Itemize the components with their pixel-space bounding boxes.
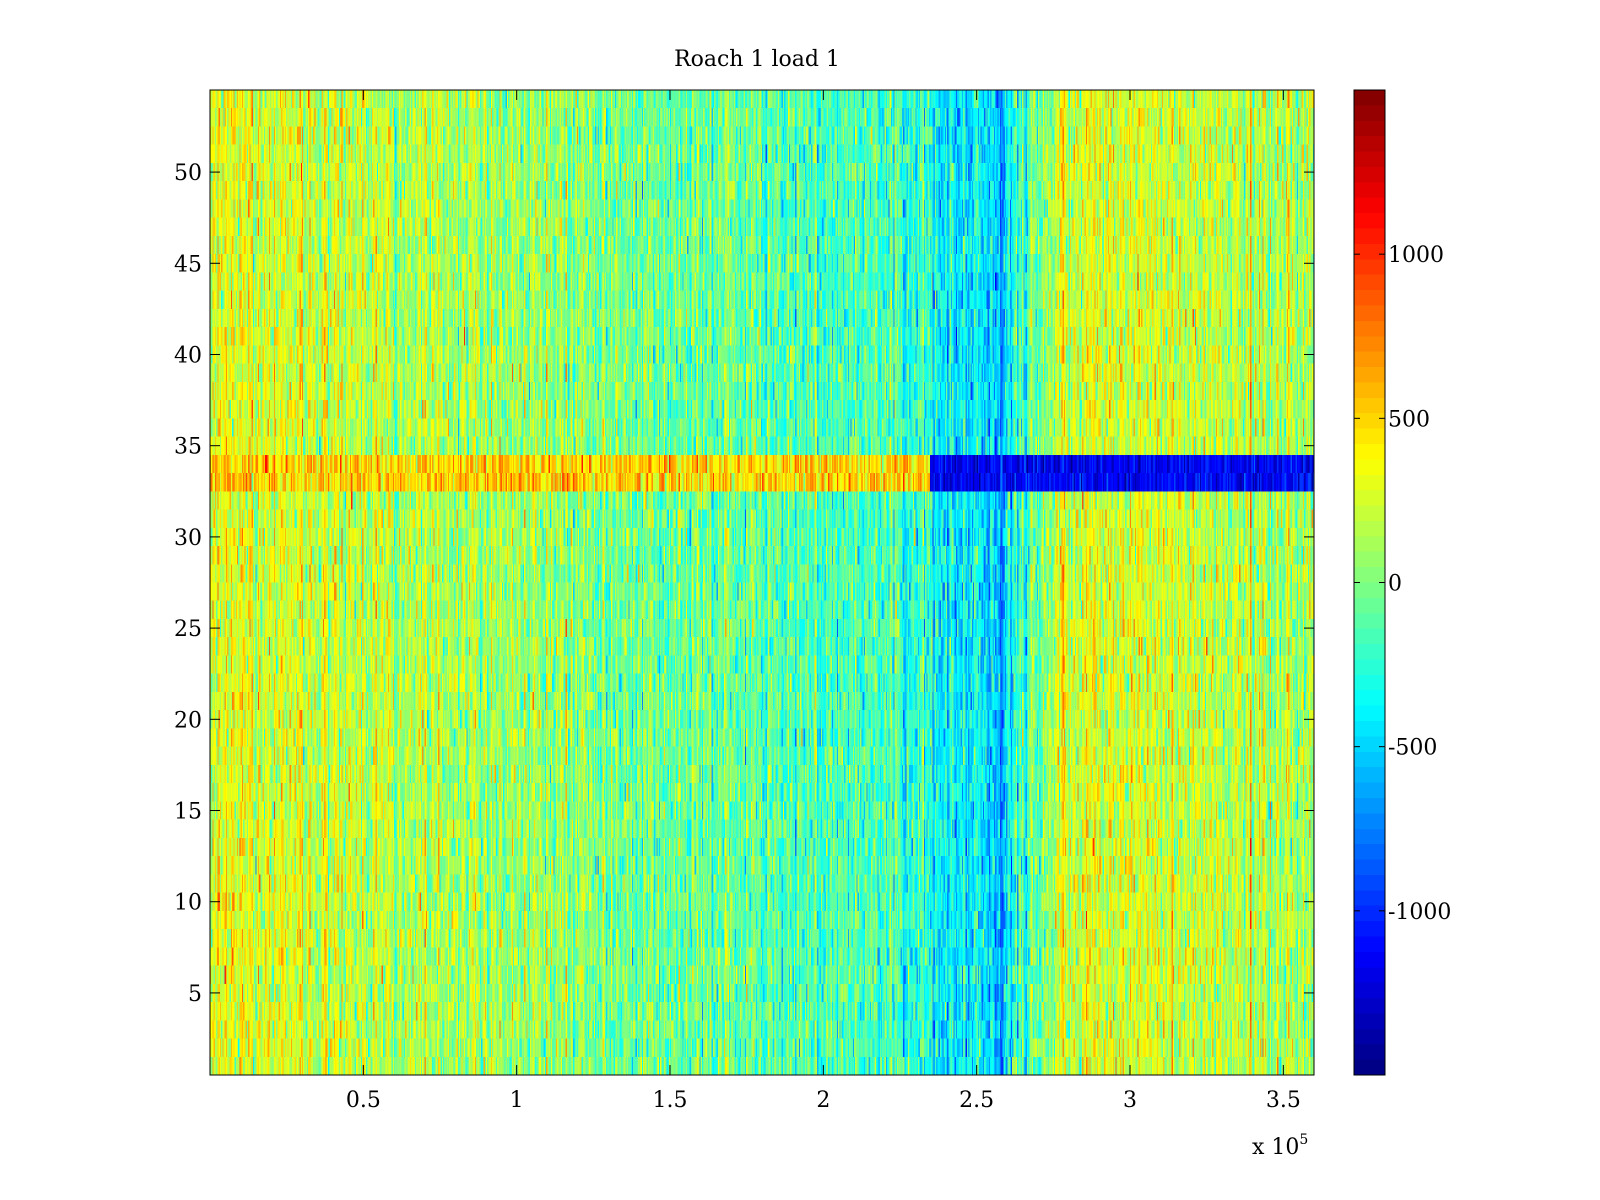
x-tick-label: 1.5 <box>653 1088 688 1113</box>
colorbar-tick-label: -500 <box>1388 736 1437 761</box>
y-tick-label: 5 <box>188 982 202 1007</box>
x-scale-multiplier: x 105 <box>1252 1132 1308 1160</box>
x-scale-exponent: 5 <box>1299 1132 1308 1148</box>
y-tick-label: 35 <box>174 435 202 460</box>
y-tick-label: 45 <box>174 252 202 277</box>
y-tick-label: 15 <box>174 800 202 825</box>
y-tick-label: 50 <box>174 161 202 186</box>
x-tick-label: 1 <box>510 1088 524 1113</box>
plot-area <box>209 89 1315 1076</box>
colorbar-tick-label: -1000 <box>1388 900 1451 925</box>
plot-frame <box>209 89 1315 1076</box>
x-tick-label: 3 <box>1123 1088 1137 1113</box>
y-tick-label: 25 <box>174 617 202 642</box>
x-tick-label: 0.5 <box>346 1088 381 1113</box>
x-axis: 0.5 1 1.5 2 2.5 3 3.5 <box>346 90 1301 1113</box>
x-tick-label: 2 <box>816 1088 830 1113</box>
colorbar-tick-label: 0 <box>1388 572 1402 597</box>
colorbar-tick-label: 1000 <box>1388 243 1444 268</box>
y-tick-label: 20 <box>174 708 202 733</box>
y-tick-label: 40 <box>174 343 202 368</box>
x-scale-base: x 10 <box>1252 1135 1299 1160</box>
y-tick-label: 10 <box>174 891 202 916</box>
colorbar: -1000 -500 0 500 1000 <box>1353 89 1451 1076</box>
heatmap-cells <box>210 90 1314 1075</box>
colorbar-tick-label: 500 <box>1388 407 1430 432</box>
y-axis: 5 10 15 20 25 30 35 40 45 50 <box>174 161 1314 1007</box>
x-tick-label: 3.5 <box>1266 1088 1301 1113</box>
colorbar-axis: -1000 -500 0 500 1000 <box>1354 243 1451 925</box>
x-tick-label: 2.5 <box>959 1088 994 1113</box>
chart-title: Roach 1 load 1 <box>674 47 840 72</box>
y-tick-label: 30 <box>174 526 202 551</box>
